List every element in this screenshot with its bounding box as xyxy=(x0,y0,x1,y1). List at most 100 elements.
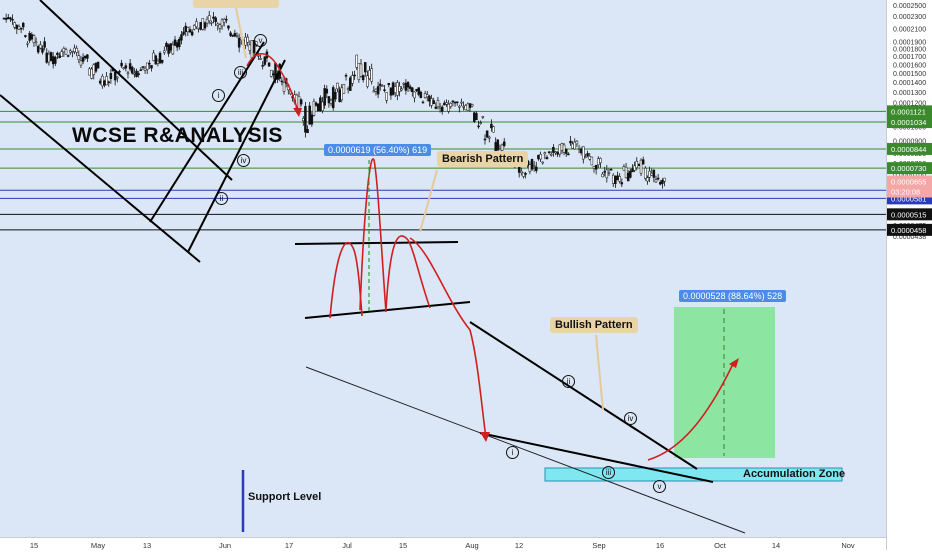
time-tick-3: Jun xyxy=(219,541,231,550)
time-axis[interactable]: 15 May 13 Jun 17 Jul 15 Aug 12 Sep 16 Oct 14 Nov xyxy=(0,537,886,551)
candle-body xyxy=(605,169,609,179)
candle-body xyxy=(554,151,557,154)
price-tick-10: 0.0001200 xyxy=(893,100,926,107)
candle-body xyxy=(94,62,98,72)
candle-body xyxy=(629,170,632,178)
candle-body xyxy=(154,55,158,65)
candle-body xyxy=(308,105,311,125)
candle-body xyxy=(143,67,147,71)
candle-body xyxy=(436,100,440,108)
candle-body xyxy=(458,105,461,108)
candle-body xyxy=(641,159,645,165)
candle-body xyxy=(586,153,589,156)
candle-body xyxy=(485,130,489,138)
price-tick-2: 0.0002100 xyxy=(893,26,926,33)
candle-body xyxy=(584,156,587,158)
candle-body xyxy=(635,161,639,168)
candle-body xyxy=(28,33,31,41)
candle-body xyxy=(92,64,96,75)
candle-body xyxy=(107,81,110,84)
candle-body xyxy=(41,48,44,53)
wave-second-ii: ii xyxy=(562,375,575,388)
candle-body xyxy=(361,75,365,81)
candle-body xyxy=(530,159,534,170)
level-tag-1: 0.0001034 xyxy=(891,118,926,127)
candle-body xyxy=(201,18,205,30)
price-tick-15: 0.0000700 xyxy=(893,172,926,179)
candle-body xyxy=(340,87,344,101)
candle-body xyxy=(66,55,70,57)
measure-label-target: 0.0000528 (88.64%) 528 xyxy=(679,290,787,302)
candle-body xyxy=(81,57,85,62)
candle-body xyxy=(314,102,318,106)
candle-body xyxy=(77,55,81,60)
candle-body xyxy=(19,27,23,30)
candle-body xyxy=(402,83,406,85)
candle-body xyxy=(455,101,459,103)
candle-body xyxy=(7,17,10,20)
candle-body xyxy=(30,34,34,40)
candle-body xyxy=(477,125,480,128)
trendline-upper-channel xyxy=(39,0,233,181)
candle-body xyxy=(421,101,425,104)
candle-body xyxy=(550,153,553,156)
candle-body xyxy=(229,32,232,36)
candle-body xyxy=(180,34,183,41)
price-axis[interactable]: 0.0002500 0.0002300 0.0002100 0.0001900 0.00… xyxy=(886,0,932,550)
wave-second-v: v xyxy=(653,480,666,493)
candle-body xyxy=(661,180,664,184)
candle-body xyxy=(389,87,393,96)
candle-body xyxy=(535,166,538,171)
candle-body xyxy=(404,82,408,91)
bearish-arcs xyxy=(246,52,735,461)
candle-body xyxy=(393,86,397,93)
candle-body xyxy=(590,156,594,166)
candle-body xyxy=(656,177,660,180)
candle-body xyxy=(650,173,653,176)
candle-body xyxy=(567,153,570,156)
bullish-callout: Bullish Pattern xyxy=(550,317,638,333)
candle-body xyxy=(396,82,399,96)
candle-body xyxy=(432,100,435,104)
candle-body xyxy=(60,51,63,57)
candle-body xyxy=(205,18,209,24)
candle-body xyxy=(2,17,6,20)
candle-body xyxy=(88,68,91,76)
candle-body xyxy=(366,75,369,87)
candle-body xyxy=(156,60,160,64)
candle-body xyxy=(131,66,134,74)
candle-body xyxy=(173,39,177,46)
candle-body xyxy=(573,141,577,150)
candle-body xyxy=(622,166,626,171)
candle-body xyxy=(560,143,564,151)
wave-second-i: i xyxy=(506,446,519,459)
candle-body xyxy=(631,168,634,173)
candle-body xyxy=(537,154,540,160)
arrow-head-target xyxy=(729,358,739,368)
candle-body xyxy=(17,26,21,30)
trendline-neck-top xyxy=(294,241,459,245)
candle-body xyxy=(197,27,200,30)
plot-area[interactable]: WCSE R&ANALYSIS Bearish Pattern Bullish … xyxy=(0,0,886,537)
candle-body xyxy=(137,73,140,75)
candle-body xyxy=(543,152,547,155)
candle-body xyxy=(376,86,380,95)
candle-body xyxy=(9,17,12,20)
candle-body xyxy=(244,36,247,46)
trendline-lower-channel xyxy=(0,94,201,263)
candle-body xyxy=(152,52,155,61)
candle-body xyxy=(220,19,224,27)
wave-first-iii: iii xyxy=(234,66,247,79)
candle-body xyxy=(98,80,102,84)
candle-body xyxy=(267,62,271,67)
time-tick-11: Oct xyxy=(714,541,727,550)
price-axis-svg: 0.00025000.00023000.00021000.00019000.00… xyxy=(887,3,932,241)
candle-body xyxy=(169,43,172,51)
candle-body xyxy=(374,88,378,92)
candle-body xyxy=(464,105,467,110)
trendline-long-support xyxy=(305,366,746,534)
trendlines xyxy=(0,0,714,483)
candle-body xyxy=(118,70,121,73)
candle-body xyxy=(109,73,113,79)
candle-body xyxy=(207,15,211,22)
